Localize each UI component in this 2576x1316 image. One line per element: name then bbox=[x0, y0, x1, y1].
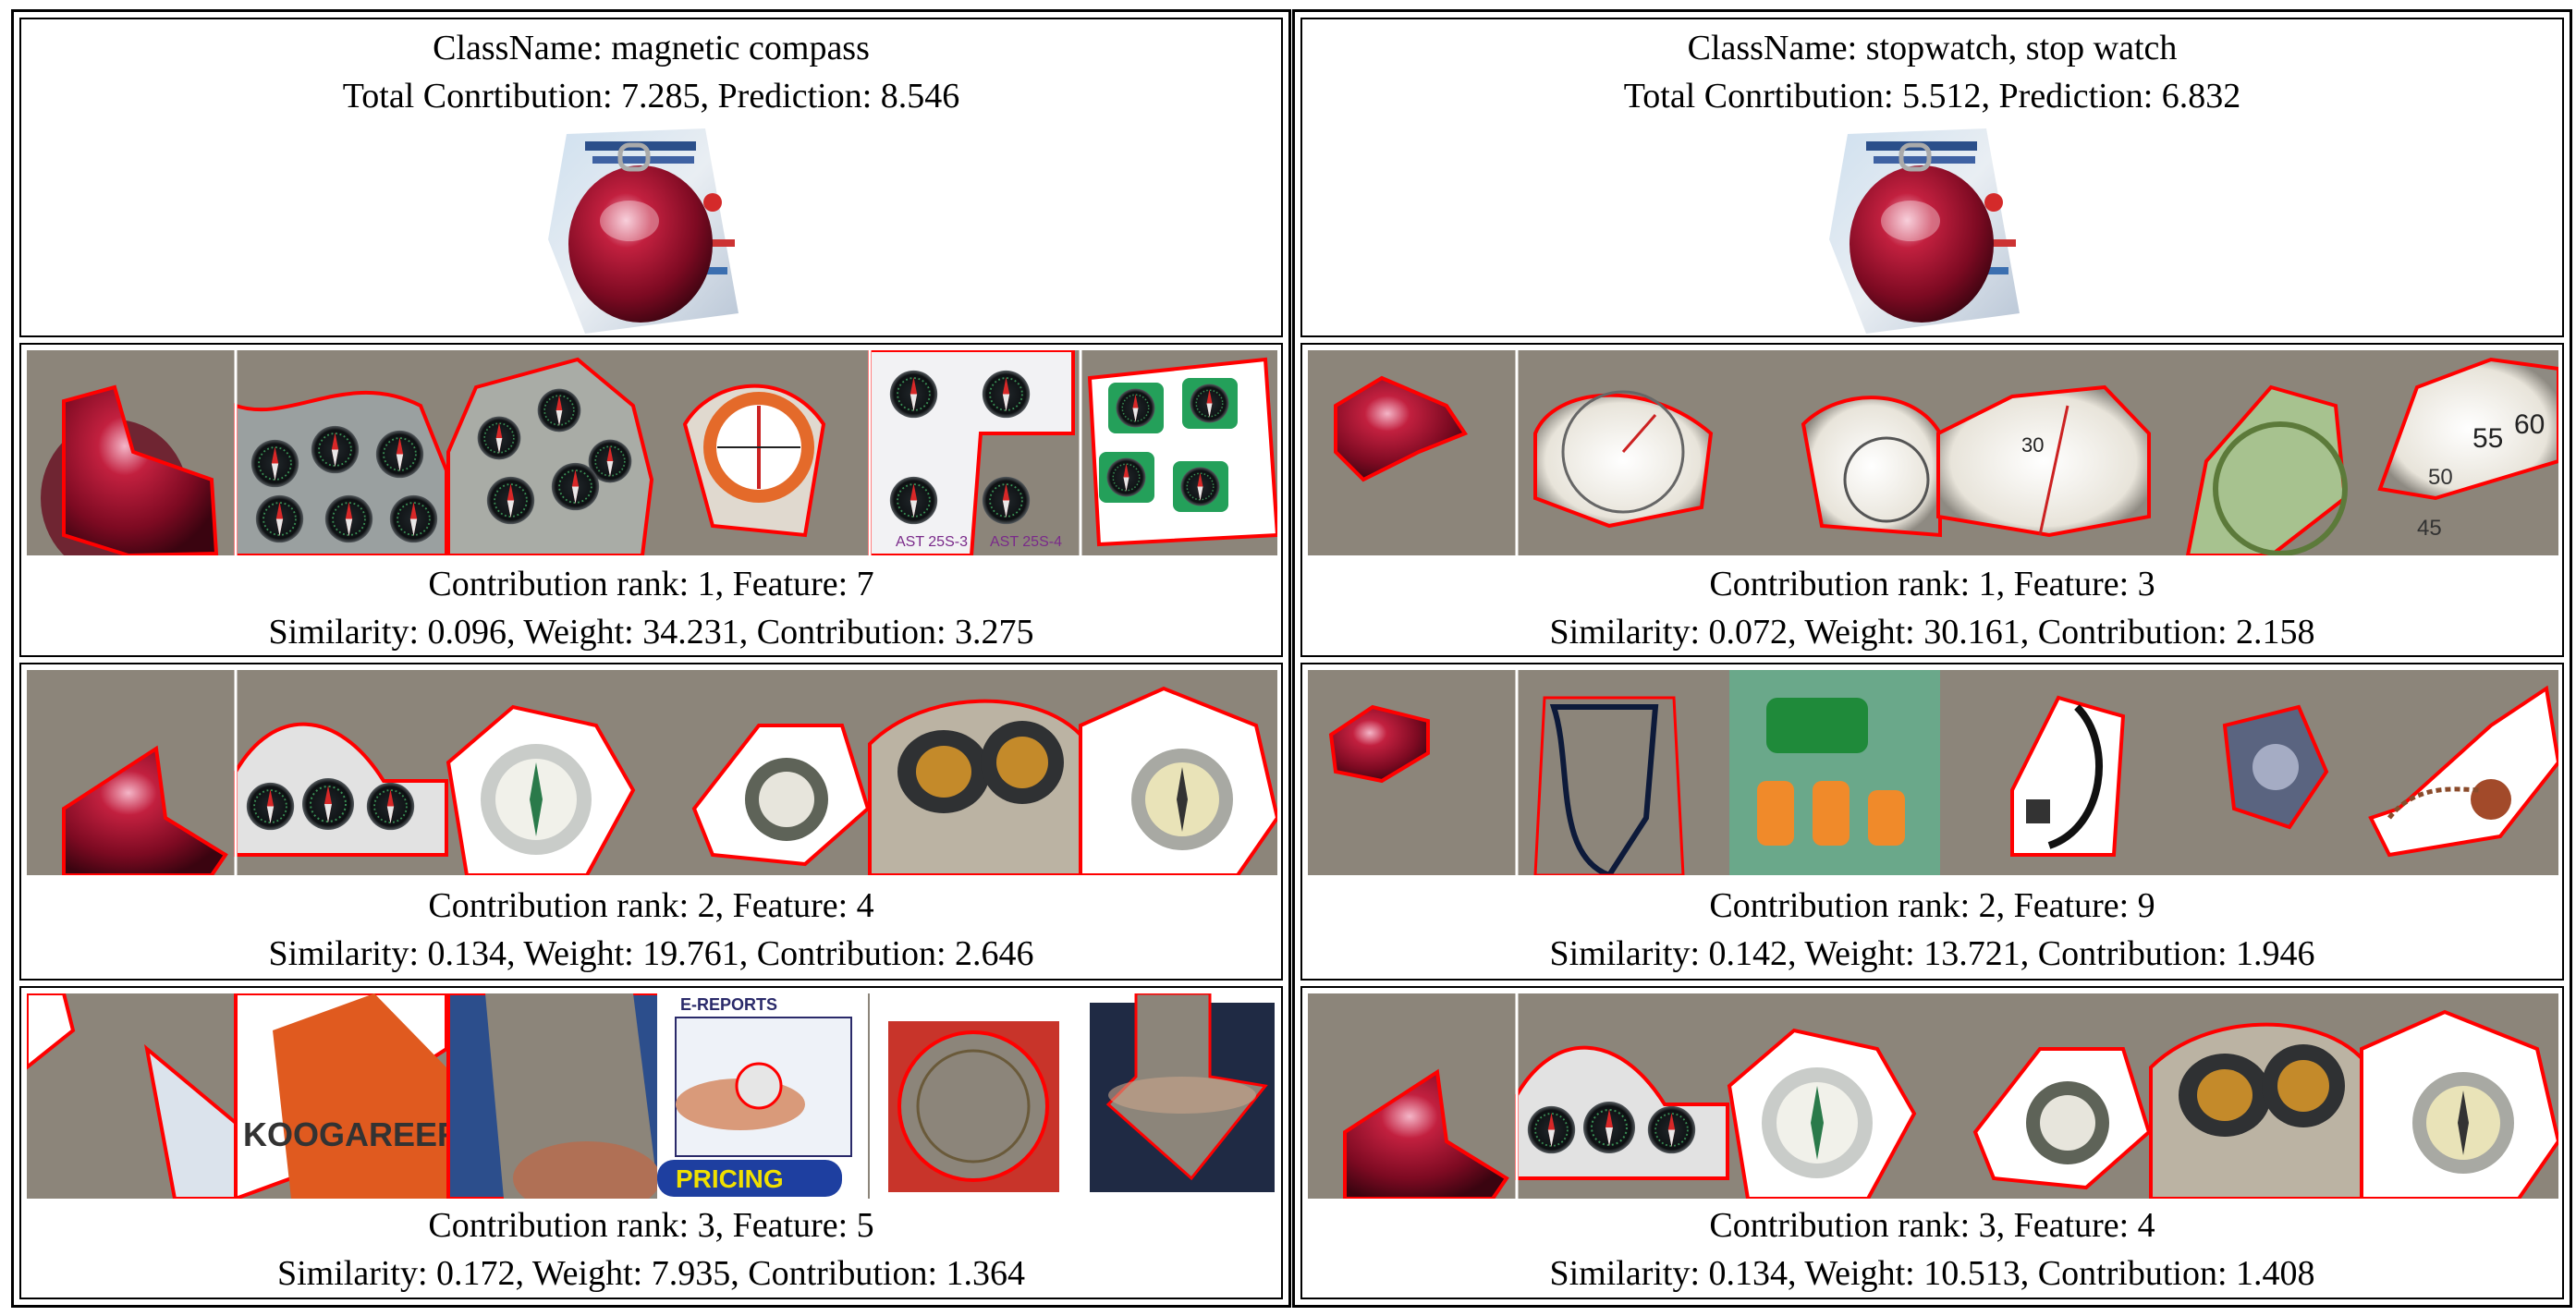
prototype-image-3 bbox=[1727, 1028, 1917, 1199]
dial-number: 45 bbox=[2417, 516, 2442, 541]
prototype-strip bbox=[1308, 993, 2558, 1199]
contribution-row-1: AST 25S-3 AST 25S-4 Contribution rank: 1… bbox=[19, 343, 1283, 657]
prototype-image-5 bbox=[868, 699, 1082, 875]
contribution-row-1: 30 55 60 50 45 Contribution rank: 1, Fea… bbox=[1300, 343, 2564, 657]
contribution-rank: Contribution rank: 2, Feature: 9 bbox=[1709, 886, 2155, 925]
prototype-image-5 bbox=[2185, 384, 2348, 555]
prototype-image-4: E-REPORTS PRICING bbox=[657, 993, 868, 1199]
contribution-rank: Contribution rank: 1, Feature: 7 bbox=[428, 565, 874, 603]
contribution-row-2: Contribution rank: 2, Feature: 9 Similar… bbox=[1300, 663, 2564, 981]
contribution-row-2: Contribution rank: 2, Feature: 4 Similar… bbox=[19, 663, 1283, 981]
prototype-image-6 bbox=[2368, 685, 2558, 858]
prototype-image-4 bbox=[691, 724, 871, 867]
prototype-image-3 bbox=[1801, 396, 1942, 538]
prototype-image-5: AST 25S-3 AST 25S-4 bbox=[868, 350, 1075, 555]
prototype-image-2: KOOGAREER bbox=[234, 993, 461, 1199]
prototype-image-1 bbox=[41, 384, 219, 555]
dial-number: 50 bbox=[2428, 465, 2453, 490]
prototype-strip bbox=[27, 670, 1277, 875]
similarity-weight-contribution: Similarity: 0.172, Weight: 7.935, Contri… bbox=[276, 1254, 1026, 1293]
prototype-image-1 bbox=[1334, 375, 1469, 482]
prototype-image-2 bbox=[234, 722, 448, 857]
prototype-image-6 bbox=[2360, 1009, 2558, 1199]
prototype-image-2 bbox=[1515, 1045, 1729, 1180]
prototype-image-6: 55 60 50 45 bbox=[2377, 357, 2558, 541]
tag-label: AST 25S-3 bbox=[896, 534, 968, 550]
prototype-image-4: 30 bbox=[1936, 384, 2151, 538]
query-image bbox=[1829, 128, 2034, 334]
prototype-image-2 bbox=[1533, 696, 1685, 875]
class-header: ClassName: stopwatch, stop watch Total C… bbox=[1300, 18, 2564, 337]
similarity-weight-contribution: Similarity: 0.072, Weight: 30.161, Contr… bbox=[1549, 613, 2315, 652]
prototype-image-4 bbox=[682, 384, 826, 538]
prototype-image-3 bbox=[1729, 670, 1940, 875]
prototype-image-6 bbox=[1087, 357, 1277, 547]
prototype-strip: KOOGAREER E-REPORTS PRICING bbox=[27, 993, 1277, 1199]
dial-number: 60 bbox=[2514, 409, 2545, 440]
prototype-image-1 bbox=[1343, 1068, 1509, 1199]
contribution-rank: Contribution rank: 3, Feature: 4 bbox=[1709, 1206, 2155, 1245]
similarity-weight-contribution: Similarity: 0.134, Weight: 19.761, Contr… bbox=[268, 934, 1034, 973]
prototype-strip bbox=[1308, 670, 2558, 875]
prototype-image-1 bbox=[62, 745, 228, 875]
prototype-image-3 bbox=[446, 704, 636, 875]
panel-stopwatch: ClassName: stopwatch, stop watch Total C… bbox=[1292, 9, 2572, 1308]
prototype-strip: AST 25S-3 AST 25S-4 bbox=[27, 350, 1277, 555]
prototype-image-6 bbox=[1079, 686, 1277, 875]
similarity-weight-contribution: Similarity: 0.096, Weight: 34.231, Contr… bbox=[268, 613, 1034, 652]
prototype-image-4 bbox=[1972, 1047, 2152, 1190]
contribution-rank: Contribution rank: 2, Feature: 4 bbox=[428, 886, 874, 925]
prototype-strip: 30 55 60 50 45 bbox=[1308, 350, 2558, 555]
class-header: ClassName: magnetic compass Total Conrti… bbox=[19, 18, 1283, 337]
product-text: KOOGAREER bbox=[243, 1115, 461, 1153]
prototype-image-5 bbox=[870, 993, 1080, 1199]
class-name: ClassName: magnetic compass bbox=[433, 29, 870, 67]
class-name: ClassName: stopwatch, stop watch bbox=[1687, 29, 2178, 67]
dial-number: 55 bbox=[2472, 423, 2503, 454]
query-image bbox=[548, 128, 753, 334]
prototype-image-4 bbox=[2010, 695, 2126, 857]
contribution-row-3: KOOGAREER E-REPORTS PRICING bbox=[19, 986, 1283, 1299]
banner-text: E-REPORTS bbox=[680, 995, 777, 1014]
panel-magnetic-compass: ClassName: magnetic compass Total Conrti… bbox=[11, 9, 1291, 1308]
similarity-weight-contribution: Similarity: 0.134, Weight: 10.513, Contr… bbox=[1549, 1254, 2315, 1293]
dial-number: 30 bbox=[2021, 433, 2044, 457]
prototype-image-1 bbox=[27, 993, 238, 1199]
similarity-weight-contribution: Similarity: 0.142, Weight: 13.721, Contr… bbox=[1549, 934, 2315, 973]
prototype-image-3 bbox=[446, 993, 661, 1199]
banner-text: PRICING bbox=[676, 1164, 784, 1193]
tag-label: AST 25S-4 bbox=[990, 534, 1062, 550]
total-contribution: Total Conrtibution: 5.512, Prediction: 6… bbox=[1623, 77, 2241, 116]
contribution-rank: Contribution rank: 3, Feature: 5 bbox=[428, 1206, 874, 1245]
prototype-image-5 bbox=[2149, 1022, 2363, 1199]
prototype-image-1 bbox=[1328, 704, 1430, 784]
contribution-row-3: Contribution rank: 3, Feature: 4 Similar… bbox=[1300, 986, 2564, 1299]
prototype-image-2 bbox=[234, 390, 448, 555]
prototype-image-3 bbox=[446, 357, 654, 555]
prototype-image-2 bbox=[1533, 390, 1714, 529]
contribution-rank: Contribution rank: 1, Feature: 3 bbox=[1709, 565, 2155, 603]
prototype-image-6 bbox=[1080, 993, 1277, 1199]
total-contribution: Total Conrtibution: 7.285, Prediction: 8… bbox=[342, 77, 960, 116]
prototype-image-5 bbox=[2222, 704, 2329, 830]
